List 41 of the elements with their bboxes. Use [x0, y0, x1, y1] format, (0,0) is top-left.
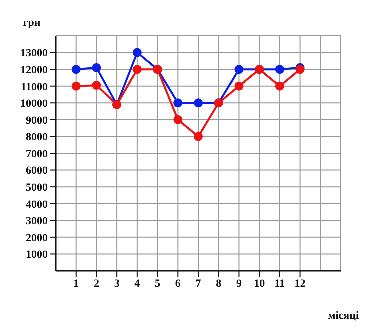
y-tick-label: 2000 [26, 232, 48, 244]
point [275, 82, 284, 91]
y-tick-label: 1000 [26, 249, 48, 262]
point [132, 65, 142, 74]
x-tick-label: 8 [216, 278, 222, 290]
y-tick-label: 12000 [20, 64, 48, 76]
y-tick-label: 13000 [20, 48, 48, 60]
x-tick-label: 5 [155, 278, 162, 290]
x-tick-label: 4 [134, 278, 141, 290]
y-tick-label: 7000 [26, 148, 48, 160]
point [174, 98, 183, 108]
point [194, 98, 203, 108]
point [92, 63, 102, 72]
point [234, 65, 244, 74]
x-tick-label: 9 [236, 278, 242, 290]
y-tick-label: 3000 [26, 216, 48, 228]
x-tick-label: 6 [175, 278, 182, 290]
point [174, 115, 183, 124]
y-tick-label: 11000 [21, 81, 48, 94]
point [72, 65, 81, 74]
point [72, 82, 81, 91]
y-tick-label: 10000 [20, 98, 48, 110]
point [194, 132, 203, 142]
point [132, 48, 142, 58]
y-axis-title: грн [23, 17, 42, 29]
x-axis-title: місяці [328, 310, 359, 322]
y-tick-label: 9000 [26, 114, 48, 127]
y-tick-label: 6000 [26, 165, 48, 178]
y-tick-label: 8000 [26, 132, 48, 144]
point [92, 81, 102, 90]
y-tick-label: 4000 [26, 198, 48, 211]
x-tick-label: 2 [94, 278, 100, 290]
x-tick-label: 7 [196, 278, 202, 290]
x-tick-label: 12 [294, 278, 306, 290]
x-tick-label: 3 [114, 278, 120, 290]
x-tick-label: 10 [254, 278, 266, 290]
x-tick-label: 11 [274, 278, 286, 290]
point [275, 65, 284, 74]
x-tick-label: 1 [74, 278, 80, 290]
y-tick-label: 5000 [26, 182, 48, 194]
point [234, 82, 244, 91]
